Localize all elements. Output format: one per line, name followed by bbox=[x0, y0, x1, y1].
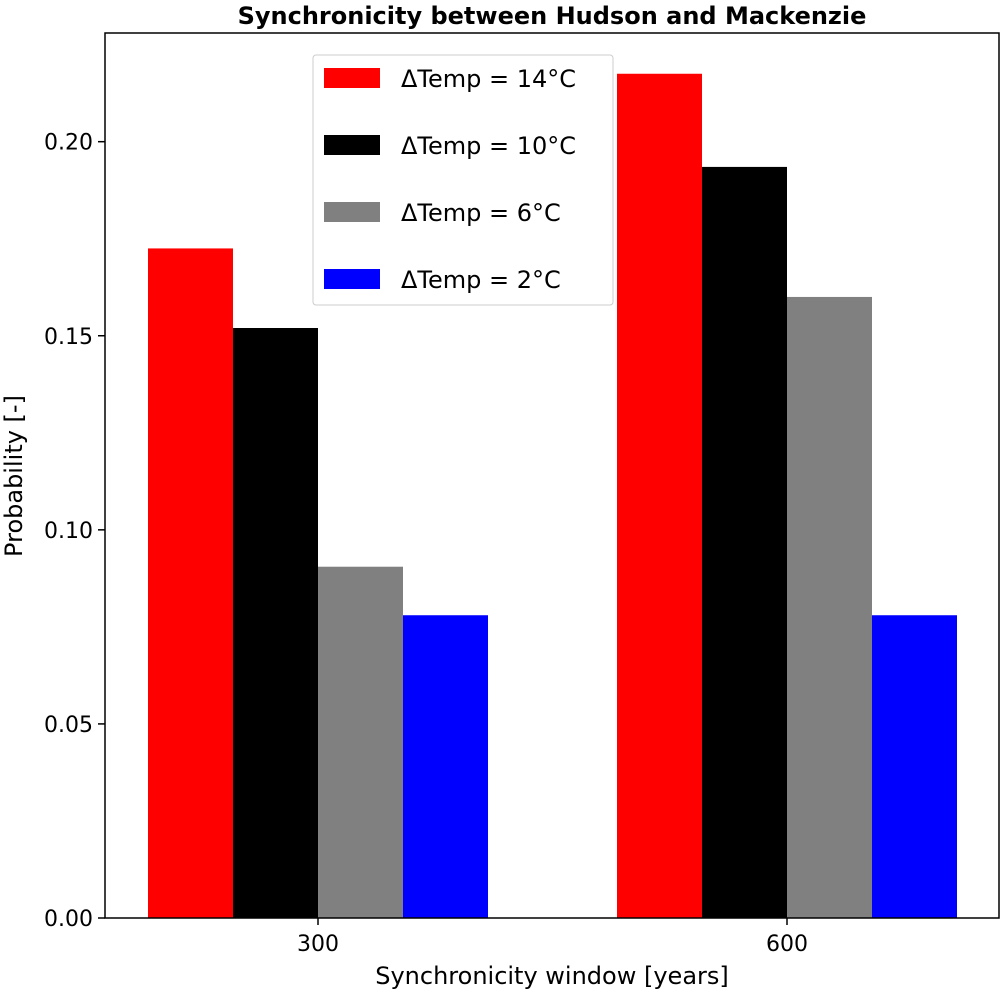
legend-swatch bbox=[324, 269, 380, 289]
bar-600-series-3 bbox=[787, 296, 872, 918]
y-tick-label: 0.00 bbox=[44, 907, 93, 932]
legend-label: ΔTemp = 14°C bbox=[401, 65, 576, 93]
legend: ΔTemp = 14°C ΔTemp = 10°C ΔTemp = 6°C ΔTemp… bbox=[312, 54, 614, 306]
legend-swatch bbox=[324, 202, 380, 222]
legend-swatch bbox=[324, 135, 380, 155]
bars-layer bbox=[148, 73, 957, 919]
bar-300-series-1 bbox=[148, 248, 233, 919]
legend-swatch bbox=[324, 68, 380, 88]
axes-layer: 0.00 0.05 0.10 0.15 0.20 300 600 bbox=[44, 32, 1000, 957]
legend-box bbox=[312, 54, 614, 306]
legend-label: ΔTemp = 6°C bbox=[401, 199, 561, 227]
y-axis-label: Probability [-] bbox=[0, 395, 28, 557]
bar-600-series-1 bbox=[617, 73, 702, 918]
bar-300-series-4 bbox=[403, 615, 488, 918]
y-tick-label: 0.20 bbox=[44, 131, 93, 156]
legend-label: ΔTemp = 10°C bbox=[401, 132, 576, 160]
chart-title: Synchronicity between Hudson and Mackenz… bbox=[238, 2, 867, 30]
bar-300-series-3 bbox=[318, 566, 403, 918]
y-tick-label: 0.05 bbox=[44, 713, 93, 738]
bar-600-series-2 bbox=[702, 166, 787, 918]
x-axis-label: Synchronicity window [years] bbox=[375, 962, 729, 990]
legend-label: ΔTemp = 2°C bbox=[401, 266, 561, 294]
plot-frame bbox=[104, 32, 1000, 919]
y-tick-label: 0.15 bbox=[44, 325, 93, 350]
bar-600-series-4 bbox=[872, 615, 957, 918]
x-tick-label: 600 bbox=[766, 932, 808, 957]
bar-300-series-2 bbox=[233, 328, 318, 918]
y-tick-label: 0.10 bbox=[44, 519, 93, 544]
x-tick-label: 300 bbox=[297, 932, 339, 957]
